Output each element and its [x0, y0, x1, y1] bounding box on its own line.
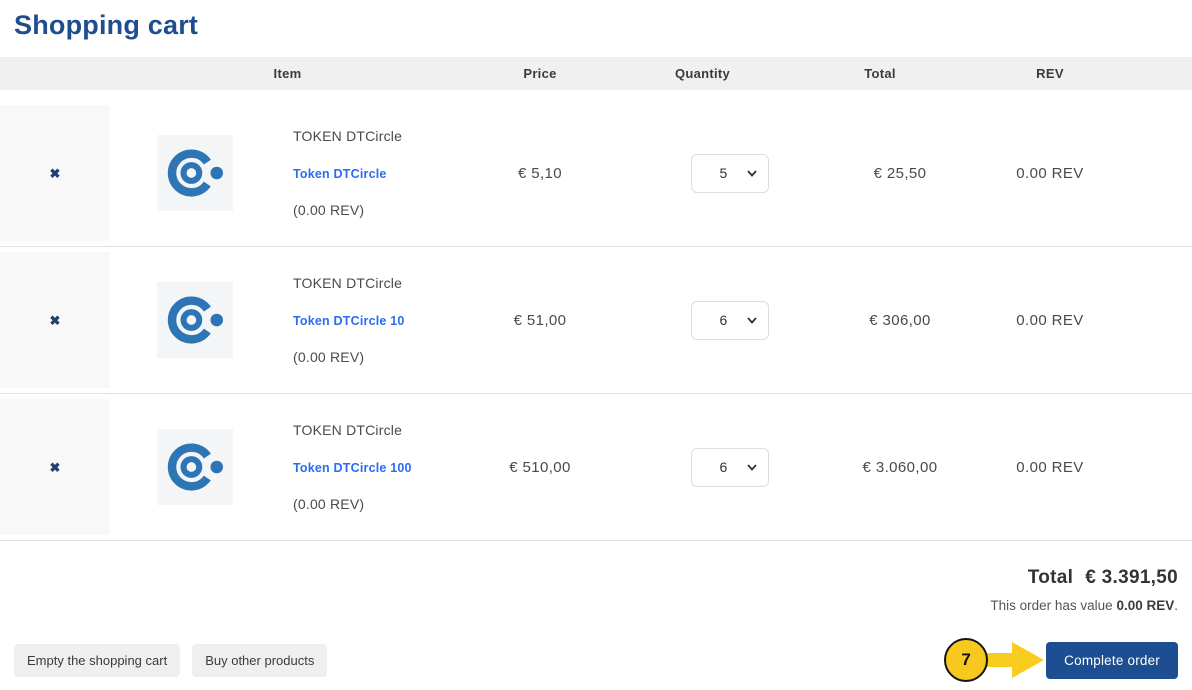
item-cell: TOKEN DTCircle Token DTCircle 100 (0.00 …	[280, 422, 465, 512]
column-header-total: Total	[864, 66, 896, 81]
image-cell	[110, 135, 280, 211]
cart-total-amount: € 3.391,50	[1085, 567, 1178, 588]
cart-actions: Empty the shopping cart Buy other produc…	[0, 638, 1192, 682]
complete-order-button[interactable]: Complete order	[1046, 641, 1178, 679]
brand-logo-icon	[167, 443, 224, 491]
product-name: TOKEN DTCircle	[293, 128, 403, 144]
product-name: TOKEN DTCircle	[293, 422, 403, 438]
remove-item-button[interactable]: ✖	[49, 312, 61, 328]
product-link[interactable]: Token DTCircle	[293, 167, 387, 181]
column-header-rev: REV	[1036, 66, 1064, 81]
price-value: € 51,00	[513, 311, 567, 329]
product-name: TOKEN DTCircle	[293, 275, 403, 291]
product-rev-note: (0.00 REV)	[293, 202, 365, 218]
quantity-cell: 5	[615, 153, 790, 193]
remove-cell: ✖	[0, 399, 110, 535]
rev-value: 0.00 REV	[1016, 311, 1084, 329]
rev-value: 0.00 REV	[1016, 164, 1084, 182]
arrow-right-icon	[982, 642, 1045, 678]
cart-summary: Total € 3.391,50 This order has value 0.0…	[0, 567, 1192, 613]
column-header-price: Price	[523, 66, 557, 81]
product-rev-note: (0.00 REV)	[293, 496, 365, 512]
product-link[interactable]: Token DTCircle 10	[293, 314, 405, 328]
image-cell	[110, 282, 280, 358]
order-rev-value: 0.00 REV	[1116, 598, 1175, 613]
quantity-select[interactable]: 6	[690, 300, 769, 340]
step-number-badge: 7	[944, 638, 989, 682]
column-header-quantity: Quantity	[674, 66, 731, 81]
buy-other-products-button[interactable]: Buy other products	[192, 643, 328, 677]
product-image[interactable]	[157, 429, 233, 505]
cart-table-body: ✖ TOKEN DTCircle Token DTCircle (0.00 RE…	[0, 90, 1192, 541]
price-value: € 510,00	[509, 458, 571, 476]
page-title: Shopping cart	[14, 10, 199, 40]
order-rev-line: This order has value 0.00 REV.	[0, 598, 1178, 613]
remove-cell: ✖	[0, 105, 110, 241]
empty-cart-button[interactable]: Empty the shopping cart	[14, 643, 181, 677]
quantity-select[interactable]: 5	[690, 153, 769, 193]
quantity-cell: 6	[615, 300, 790, 340]
product-image[interactable]	[157, 282, 233, 358]
cart-row: ✖ TOKEN DTCircle Token DTCircle 100 (0.0…	[0, 394, 1192, 541]
step-annotation: 7 Complete order	[944, 638, 1178, 682]
remove-item-button[interactable]: ✖	[49, 459, 61, 475]
cart-total-line: Total € 3.391,50	[0, 567, 1178, 589]
order-rev-prefix: This order has value	[990, 598, 1117, 613]
cart-row: ✖ TOKEN DTCircle Token DTCircle 10 (0.00…	[0, 247, 1192, 394]
cart-total-label: Total	[1027, 567, 1074, 588]
product-image[interactable]	[157, 135, 233, 211]
remove-item-button[interactable]: ✖	[49, 165, 61, 181]
cart-row: ✖ TOKEN DTCircle Token DTCircle (0.00 RE…	[0, 100, 1192, 247]
image-cell	[110, 429, 280, 505]
order-rev-suffix: .	[1174, 598, 1178, 613]
cart-table-header: Item Price Quantity Total REV	[0, 57, 1192, 90]
remove-cell: ✖	[0, 252, 110, 388]
brand-logo-icon	[167, 149, 224, 197]
price-value: € 5,10	[517, 164, 563, 182]
total-value: € 25,50	[873, 164, 927, 182]
total-value: € 3.060,00	[862, 458, 938, 476]
column-header-item: Item	[273, 66, 302, 81]
brand-logo-icon	[167, 296, 224, 344]
product-link[interactable]: Token DTCircle 100	[293, 461, 412, 475]
item-cell: TOKEN DTCircle Token DTCircle (0.00 REV)	[280, 128, 465, 218]
product-rev-note: (0.00 REV)	[293, 349, 365, 365]
total-value: € 306,00	[869, 311, 931, 329]
item-cell: TOKEN DTCircle Token DTCircle 10 (0.00 R…	[280, 275, 465, 365]
rev-value: 0.00 REV	[1016, 458, 1084, 476]
quantity-select[interactable]: 6	[690, 447, 769, 487]
quantity-cell: 6	[615, 447, 790, 487]
